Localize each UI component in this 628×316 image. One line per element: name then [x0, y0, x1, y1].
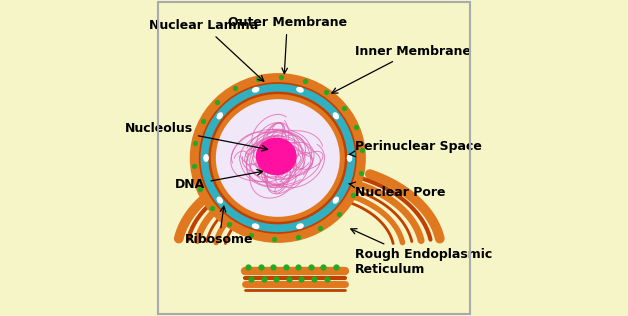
Ellipse shape: [196, 79, 360, 237]
Text: Inner Membrane: Inner Membrane: [332, 45, 471, 93]
Text: Nucleolus: Nucleolus: [125, 122, 268, 151]
Ellipse shape: [333, 112, 339, 119]
Ellipse shape: [217, 112, 223, 119]
Ellipse shape: [252, 87, 259, 93]
Ellipse shape: [296, 87, 304, 93]
Ellipse shape: [296, 223, 304, 229]
Text: Outer Membrane: Outer Membrane: [228, 16, 347, 74]
Ellipse shape: [333, 197, 339, 204]
Ellipse shape: [217, 197, 223, 204]
Text: Ribosome: Ribosome: [185, 206, 254, 246]
Ellipse shape: [216, 99, 340, 217]
Ellipse shape: [347, 154, 352, 162]
Ellipse shape: [252, 223, 259, 229]
Text: Rough Endoplasmic
Reticulum: Rough Endoplasmic Reticulum: [351, 229, 492, 276]
Text: Nuclear Lamina: Nuclear Lamina: [149, 19, 264, 81]
Text: DNA: DNA: [175, 170, 263, 191]
Text: Nuclear Pore: Nuclear Pore: [349, 182, 445, 199]
Ellipse shape: [256, 137, 296, 175]
Ellipse shape: [203, 154, 209, 162]
Text: Perinuclear Space: Perinuclear Space: [349, 141, 482, 156]
